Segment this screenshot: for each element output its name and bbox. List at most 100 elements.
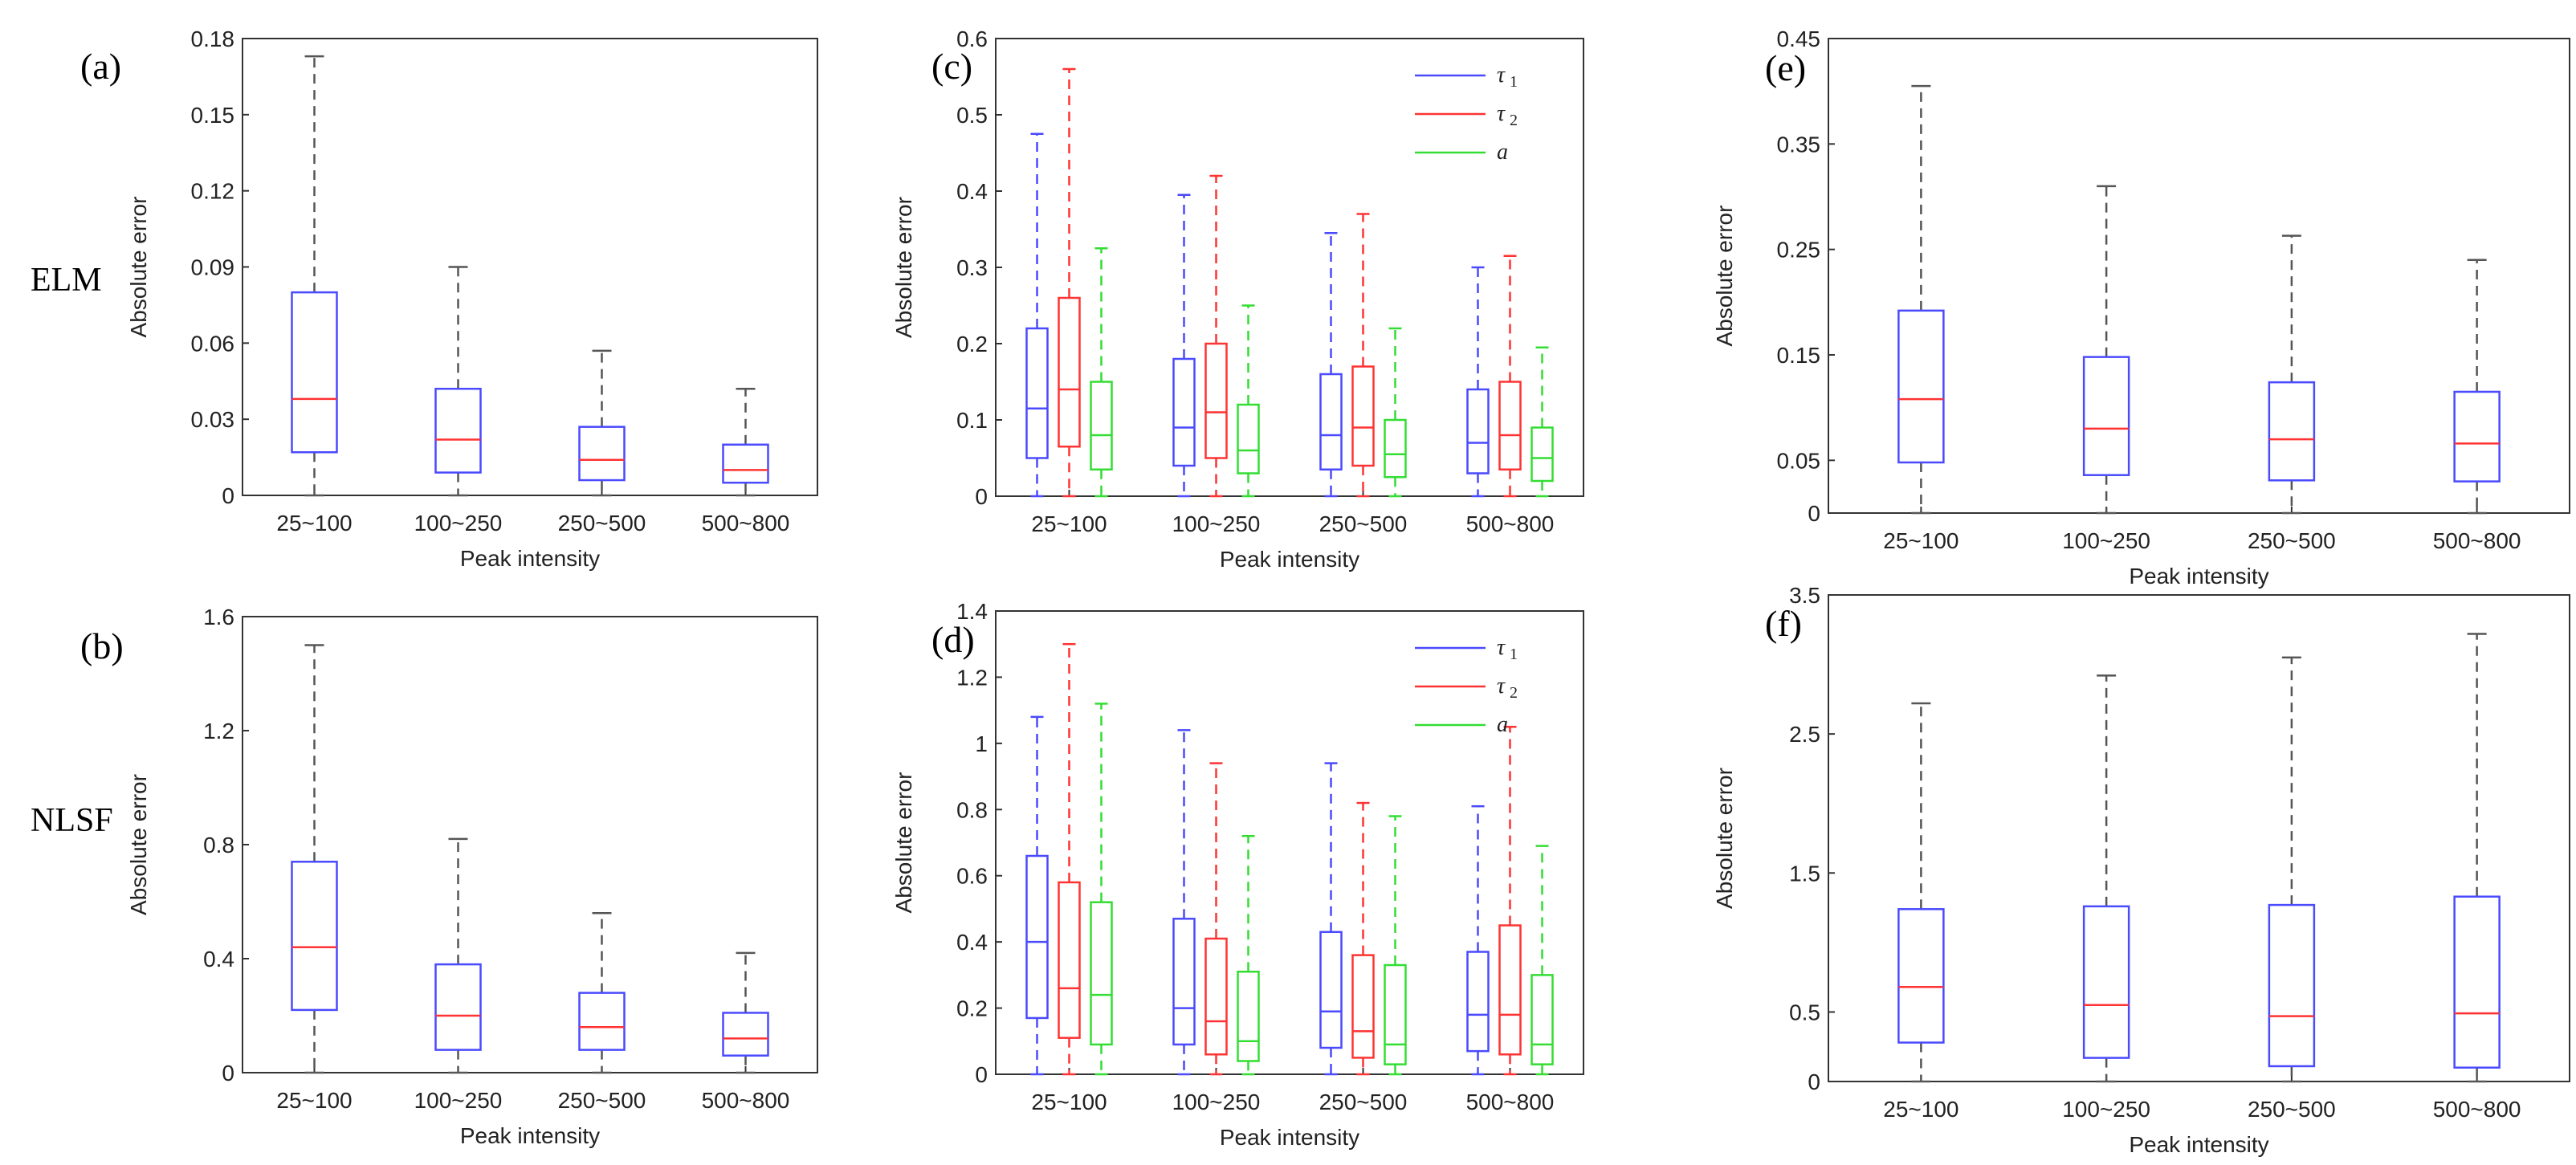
row-label-nlsf: NLSF [31,802,113,839]
box-single-2 [2268,656,2316,1083]
legend-label: τ [1497,63,1506,88]
panel-4: (e) 0 0.05 0.15 0.25 0.35 0.45 25~100 100~250 250… [1712,26,2570,589]
legend-subscript: 1 [1510,73,1518,91]
box-iqr [2268,903,2316,1068]
box-τ1-0 [1025,132,1049,498]
x-tick-label: 500~800 [2433,1097,2521,1122]
box-iqr [434,963,482,1051]
box-iqr [291,291,338,454]
box-iqr [1319,931,1343,1049]
y-tick-label: 0.06 [191,331,235,356]
box-τ1-3 [1466,805,1490,1076]
y-tick-label: 0.12 [191,179,235,204]
y-tick-label: 0.3 [956,255,988,280]
box-τ2-1 [1204,174,1228,498]
legend-subscript: 2 [1510,112,1518,129]
box-single-3 [2453,633,2501,1083]
x-tick-label: 25~100 [276,511,352,536]
box-iqr [1384,418,1407,479]
panel-3: (d) 0 0.2 0.4 0.6 0.8 1 1.2 1.4 25~100 100~250 250~… [891,599,1584,1150]
legend: τ 1τ 2a [1415,635,1518,737]
box-τ1-1 [1172,193,1196,498]
y-tick-label: 1 [975,731,988,756]
y-tick-label: 1.2 [956,665,988,690]
y-tick-label: 0.09 [191,255,235,280]
x-axis-label: Peak intensity [1220,1125,1359,1150]
box-iqr [1319,373,1343,470]
box-iqr [1204,342,1228,459]
y-tick-label: 0.4 [203,947,234,972]
legend-label: τ [1497,101,1506,126]
box-a-2 [1384,327,1407,498]
y-tick-label: 2.5 [1789,722,1820,747]
box-iqr [1531,426,1554,483]
legend-subscript: 1 [1510,646,1518,663]
panel-label: (e) [1765,47,1806,88]
box-single-3 [2453,259,2501,515]
box-iqr [1498,381,1522,470]
y-tick-label: 1.4 [956,599,988,624]
plot-frame [1828,38,2570,514]
y-tick-label: 0 [222,483,234,508]
y-tick-label: 0.4 [956,179,988,204]
x-tick-label: 250~500 [558,1088,646,1113]
x-tick-label: 250~500 [2248,1097,2336,1122]
panel-5: (f) 0 0.5 1.5 2.5 3.5 25~100 100~250 250~500 500~… [1712,583,2570,1157]
box-single-1 [2082,674,2130,1083]
box-τ1-0 [1025,715,1049,1076]
box-single-0 [291,55,338,497]
box-τ2-1 [1204,762,1228,1076]
box-iqr [1384,963,1407,1065]
box-single-3 [722,951,769,1074]
x-tick-label: 250~500 [1319,1090,1408,1114]
y-tick-label: 1.2 [203,719,234,743]
box-iqr [1204,937,1228,1056]
box-single-1 [434,837,482,1074]
box-iqr [1025,327,1049,459]
x-tick-label: 250~500 [2248,528,2336,553]
y-tick-label: 0.8 [203,833,234,857]
x-axis-label: Peak intensity [2129,564,2268,589]
plot-frame [995,610,1584,1075]
x-tick-label: 100~250 [2062,1097,2150,1122]
x-tick-label: 25~100 [1031,511,1107,536]
y-axis-label: Absolute error [891,197,916,338]
y-tick-label: 0.5 [1789,1000,1820,1024]
y-axis-label: Absolute error [1712,768,1737,909]
x-tick-label: 500~800 [702,511,790,536]
y-tick-label: 0 [1808,1069,1820,1094]
box-iqr [2453,390,2501,483]
box-τ2-2 [1351,213,1375,498]
x-tick-label: 100~250 [1172,1090,1261,1114]
box-single-2 [578,349,626,497]
box-τ1-1 [1172,729,1196,1076]
box-iqr [1025,854,1049,1020]
box-a-3 [1531,845,1554,1076]
row-label-elm: ELM [31,262,102,299]
x-tick-label: 500~800 [2433,528,2521,553]
x-tick-label: 25~100 [1031,1090,1107,1114]
box-iqr [2453,895,2501,1069]
y-tick-label: 0.15 [191,103,235,128]
box-iqr [722,443,769,484]
box-τ1-2 [1319,232,1343,498]
x-tick-label: 25~100 [1883,528,1958,553]
box-iqr [1531,974,1554,1065]
y-axis-label: Absolute error [1712,206,1737,347]
y-tick-label: 0.6 [956,864,988,889]
x-tick-label: 25~100 [276,1088,352,1113]
x-tick-label: 500~800 [1466,511,1555,536]
x-tick-label: 250~500 [1319,511,1408,536]
panel-0: (a) 0 0.03 0.06 0.09 0.12 0.15 0.18 25~100 100~25… [80,26,818,571]
box-iqr [1466,951,1490,1053]
box-single-1 [2082,185,2130,515]
y-tick-label: 0.03 [191,407,235,432]
box-τ2-0 [1058,67,1081,498]
box-τ1-2 [1319,762,1343,1076]
y-tick-label: 0.25 [1777,238,1821,263]
legend-label: τ [1497,635,1506,660]
box-a-1 [1237,304,1260,498]
box-iqr [1090,381,1113,470]
y-tick-label: 1.6 [203,605,234,629]
box-iqr [1466,388,1490,475]
